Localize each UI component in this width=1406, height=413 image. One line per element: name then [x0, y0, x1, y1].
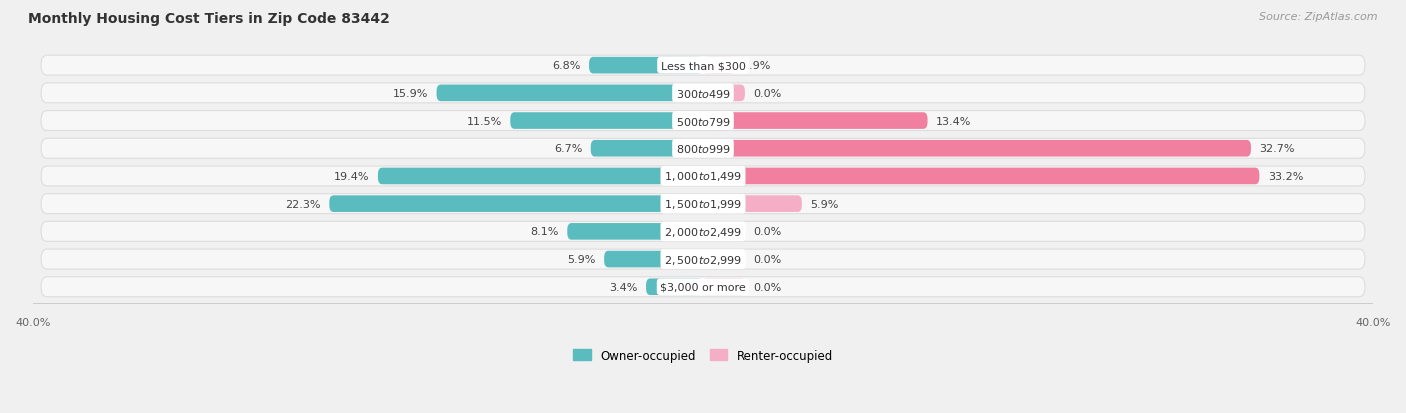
- Text: $300 to $499: $300 to $499: [675, 88, 731, 100]
- FancyBboxPatch shape: [41, 166, 1365, 187]
- Text: $1,500 to $1,999: $1,500 to $1,999: [664, 198, 742, 211]
- Text: 33.2%: 33.2%: [1268, 171, 1303, 182]
- FancyBboxPatch shape: [436, 85, 703, 102]
- FancyBboxPatch shape: [645, 279, 703, 295]
- Text: 1.9%: 1.9%: [744, 61, 772, 71]
- FancyBboxPatch shape: [510, 113, 703, 130]
- Text: 0.0%: 0.0%: [754, 254, 782, 264]
- FancyBboxPatch shape: [41, 112, 1365, 131]
- Text: Source: ZipAtlas.com: Source: ZipAtlas.com: [1260, 12, 1378, 22]
- FancyBboxPatch shape: [703, 251, 745, 268]
- Text: $800 to $999: $800 to $999: [675, 143, 731, 155]
- FancyBboxPatch shape: [591, 140, 703, 157]
- FancyBboxPatch shape: [703, 196, 801, 212]
- FancyBboxPatch shape: [378, 168, 703, 185]
- Text: $2,000 to $2,499: $2,000 to $2,499: [664, 225, 742, 238]
- Text: 0.0%: 0.0%: [754, 89, 782, 99]
- FancyBboxPatch shape: [703, 140, 1251, 157]
- Text: 5.9%: 5.9%: [568, 254, 596, 264]
- FancyBboxPatch shape: [703, 223, 745, 240]
- Text: 13.4%: 13.4%: [936, 116, 972, 126]
- Text: 11.5%: 11.5%: [467, 116, 502, 126]
- FancyBboxPatch shape: [703, 85, 745, 102]
- Text: $500 to $799: $500 to $799: [675, 115, 731, 127]
- Text: $1,000 to $1,499: $1,000 to $1,499: [664, 170, 742, 183]
- Text: 6.7%: 6.7%: [554, 144, 582, 154]
- Text: 3.4%: 3.4%: [609, 282, 638, 292]
- FancyBboxPatch shape: [703, 113, 928, 130]
- FancyBboxPatch shape: [41, 84, 1365, 104]
- FancyBboxPatch shape: [605, 251, 703, 268]
- Text: Less than $300: Less than $300: [661, 61, 745, 71]
- Text: 19.4%: 19.4%: [335, 171, 370, 182]
- Text: Monthly Housing Cost Tiers in Zip Code 83442: Monthly Housing Cost Tiers in Zip Code 8…: [28, 12, 389, 26]
- Text: 0.0%: 0.0%: [754, 282, 782, 292]
- FancyBboxPatch shape: [41, 222, 1365, 242]
- FancyBboxPatch shape: [703, 58, 735, 74]
- Text: 6.8%: 6.8%: [553, 61, 581, 71]
- FancyBboxPatch shape: [41, 139, 1365, 159]
- FancyBboxPatch shape: [41, 194, 1365, 214]
- FancyBboxPatch shape: [567, 223, 703, 240]
- FancyBboxPatch shape: [41, 249, 1365, 269]
- FancyBboxPatch shape: [703, 279, 745, 295]
- Text: 8.1%: 8.1%: [530, 227, 558, 237]
- Text: 22.3%: 22.3%: [285, 199, 321, 209]
- Text: $2,500 to $2,999: $2,500 to $2,999: [664, 253, 742, 266]
- Text: 5.9%: 5.9%: [810, 199, 838, 209]
- FancyBboxPatch shape: [703, 168, 1260, 185]
- FancyBboxPatch shape: [329, 196, 703, 212]
- FancyBboxPatch shape: [41, 56, 1365, 76]
- FancyBboxPatch shape: [589, 58, 703, 74]
- FancyBboxPatch shape: [41, 277, 1365, 297]
- Text: 0.0%: 0.0%: [754, 227, 782, 237]
- Text: 15.9%: 15.9%: [392, 89, 429, 99]
- Legend: Owner-occupied, Renter-occupied: Owner-occupied, Renter-occupied: [572, 349, 834, 362]
- Text: 32.7%: 32.7%: [1260, 144, 1295, 154]
- Text: $3,000 or more: $3,000 or more: [661, 282, 745, 292]
